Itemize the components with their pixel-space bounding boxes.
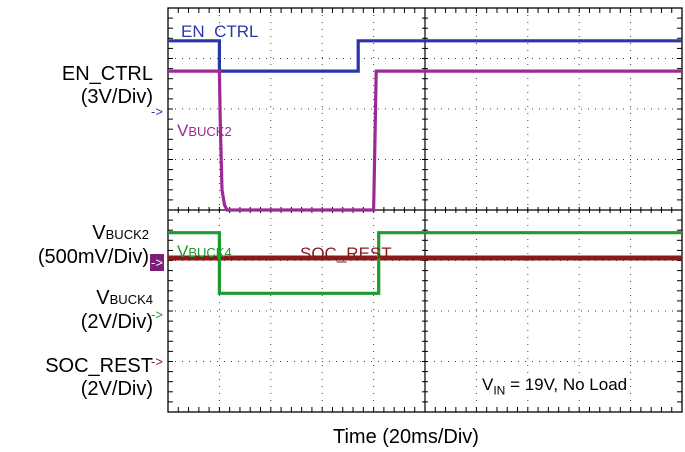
test-condition-annotation: VIN = 19V, No Load	[480, 375, 630, 401]
soc-rest-series-label: SOC_REST	[300, 244, 392, 263]
vbuck2-axis-label: VBUCK2 (500mV/Div)	[37, 222, 149, 268]
en-ctrl-series-label: EN_CTRL	[181, 22, 259, 41]
vbuck4-axis-label: VBUCK4 (2V/Div)	[80, 287, 153, 333]
en-ctrl-ref-marker: ->	[151, 104, 163, 119]
soc-rest-axis-label: SOC_REST (2V/Div)	[45, 355, 153, 400]
x-axis-label: Time (20ms/Div)	[333, 426, 479, 448]
vbuck2-series-label: VBUCK2	[177, 121, 232, 140]
vbuck4-ref-marker: ->	[151, 307, 163, 322]
en-ctrl-axis-label: EN_CTRL (3V/Div)	[61, 63, 153, 108]
trace-en-ctrl	[168, 39, 682, 73]
soc-rest-ref-marker: ->	[151, 354, 163, 369]
trace-vbuck4	[168, 231, 682, 295]
vbuck4-series-label: VBUCK4	[177, 242, 232, 261]
vbuck2-ref-arrow: ->	[151, 255, 163, 270]
trace-vbuck2	[168, 69, 682, 212]
vbuck2-ref-marker	[150, 254, 164, 271]
